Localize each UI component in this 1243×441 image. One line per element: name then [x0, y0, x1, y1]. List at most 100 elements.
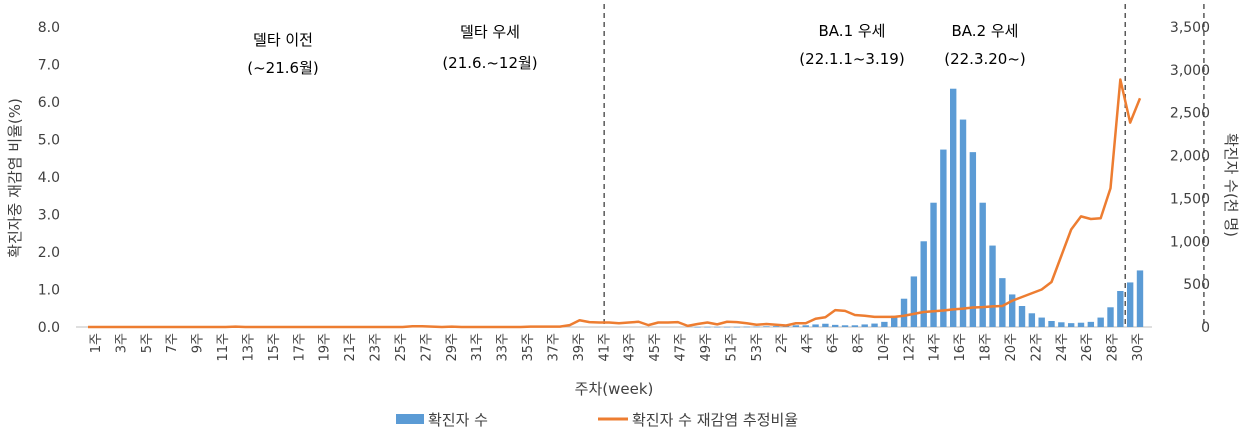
bar [1038, 317, 1045, 327]
left-tick-label: 1.0 [38, 283, 60, 299]
bar [1097, 317, 1104, 327]
bar [1126, 282, 1134, 327]
x-tick-label: 28주 [1106, 333, 1121, 362]
left-axis-label: 확진자중 재감염 비율(%) [6, 98, 24, 258]
x-tick-label: 18주 [979, 333, 994, 362]
left-tick-label: 2.0 [38, 245, 60, 261]
x-tick-label: 22주 [1029, 333, 1044, 362]
era-title: 델타 이전 [253, 31, 313, 49]
left-tick-label: 5.0 [38, 133, 60, 149]
x-tick-label: 27주 [419, 333, 434, 362]
right-tick-label: 1,500 [1170, 191, 1210, 207]
x-tick-label: 49주 [699, 333, 714, 362]
bar [920, 241, 927, 327]
right-tick-label: 500 [1183, 277, 1210, 293]
bar [950, 88, 957, 328]
x-tick-label: 16주 [953, 333, 968, 362]
bar [1077, 322, 1085, 327]
bar [763, 326, 770, 327]
x-tick-label: 43주 [623, 333, 638, 362]
bar [959, 119, 967, 327]
x-tick-label: 24주 [1055, 333, 1070, 362]
x-tick-label: 1주 [89, 333, 104, 353]
x-tick-label: 8주 [851, 333, 866, 353]
x-tick-label: 10주 [877, 333, 892, 362]
right-tick-label: 3,000 [1170, 63, 1210, 79]
bar [1008, 294, 1016, 327]
x-axis-label: 주차(week) [575, 380, 654, 398]
bar [969, 152, 977, 327]
bar [1136, 270, 1144, 327]
bar [1087, 321, 1095, 327]
bar [733, 326, 741, 328]
bar [753, 326, 760, 328]
x-tick-label: 51주 [724, 333, 739, 362]
x-tick-label: 30주 [1131, 333, 1146, 362]
bar [910, 276, 918, 327]
x-tick-label: 13주 [242, 333, 257, 362]
legend-bar-label: 확진자 수 [428, 411, 488, 429]
x-tick-label: 47주 [674, 333, 689, 362]
bar [792, 325, 800, 327]
x-tick-label: 3주 [114, 333, 129, 353]
bar [812, 324, 819, 327]
era-period: (22.3.20~) [944, 50, 1026, 68]
x-tick-label: 20주 [1004, 333, 1019, 362]
bar [714, 326, 721, 328]
bar [861, 324, 868, 327]
x-tick-label: 4주 [801, 333, 816, 353]
reinfection-rate-line [88, 78, 1142, 329]
left-tick-label: 8.0 [38, 20, 60, 36]
right-tick-label: 3,500 [1170, 20, 1210, 36]
bar [694, 326, 701, 328]
right-tick-label: 2,500 [1170, 106, 1210, 122]
bar [822, 323, 829, 327]
x-tick-label: 7주 [165, 333, 180, 353]
x-tick-label: 25주 [394, 333, 409, 362]
bar [704, 326, 711, 328]
left-tick-label: 3.0 [38, 208, 60, 224]
x-tick-label: 41주 [597, 333, 612, 362]
x-tick-label: 26주 [1080, 333, 1095, 362]
legend-bar-swatch [396, 414, 424, 424]
x-tick-label: 23주 [369, 333, 384, 362]
legend-line-label: 확진자 수 재감염 추정비율 [632, 411, 798, 429]
right-tick-label: 2,000 [1170, 149, 1210, 165]
line-series [88, 78, 1142, 329]
left-tick-label: 0.0 [38, 320, 60, 336]
bar [881, 321, 888, 327]
bar [1048, 321, 1055, 327]
x-tick-label: 19주 [318, 333, 333, 362]
x-tick-label: 14주 [928, 333, 943, 362]
bar [900, 298, 908, 327]
bar [1067, 323, 1075, 327]
bar [1058, 322, 1065, 327]
legend: 확진자 수 확진자 수 재감염 추정비율 [396, 411, 798, 429]
left-tick-label: 4.0 [38, 170, 60, 186]
x-tick-label: 45주 [648, 333, 663, 362]
x-tick-label: 37주 [547, 333, 562, 362]
x-tick-label: 31주 [470, 333, 485, 362]
bar [851, 325, 859, 327]
x-tick-label: 21주 [343, 333, 358, 362]
bar [891, 315, 898, 327]
era-title: BA.1 우세 [819, 22, 886, 40]
bar [743, 326, 750, 328]
x-tick-label: 9주 [191, 333, 206, 353]
bar [1117, 291, 1124, 327]
x-tick-label: 5주 [140, 333, 155, 353]
x-tick-label: 15주 [267, 333, 282, 362]
era-title: 델타 우세 [460, 23, 520, 41]
x-tick-label: 12주 [902, 333, 917, 362]
x-tick-label: 35주 [521, 333, 536, 362]
left-axis-ticks: 0.0 1.0 2.0 3.0 4.0 5.0 6.0 7.0 8.0 [38, 20, 60, 336]
x-tick-label: 17주 [292, 333, 307, 362]
bar [723, 326, 731, 328]
x-tick-label: 53주 [750, 333, 765, 362]
bar [979, 202, 986, 327]
bar [940, 149, 947, 327]
bar-series [694, 88, 1144, 328]
era-period: (~21.6월) [247, 59, 318, 77]
x-tick-label: 6주 [826, 333, 841, 353]
